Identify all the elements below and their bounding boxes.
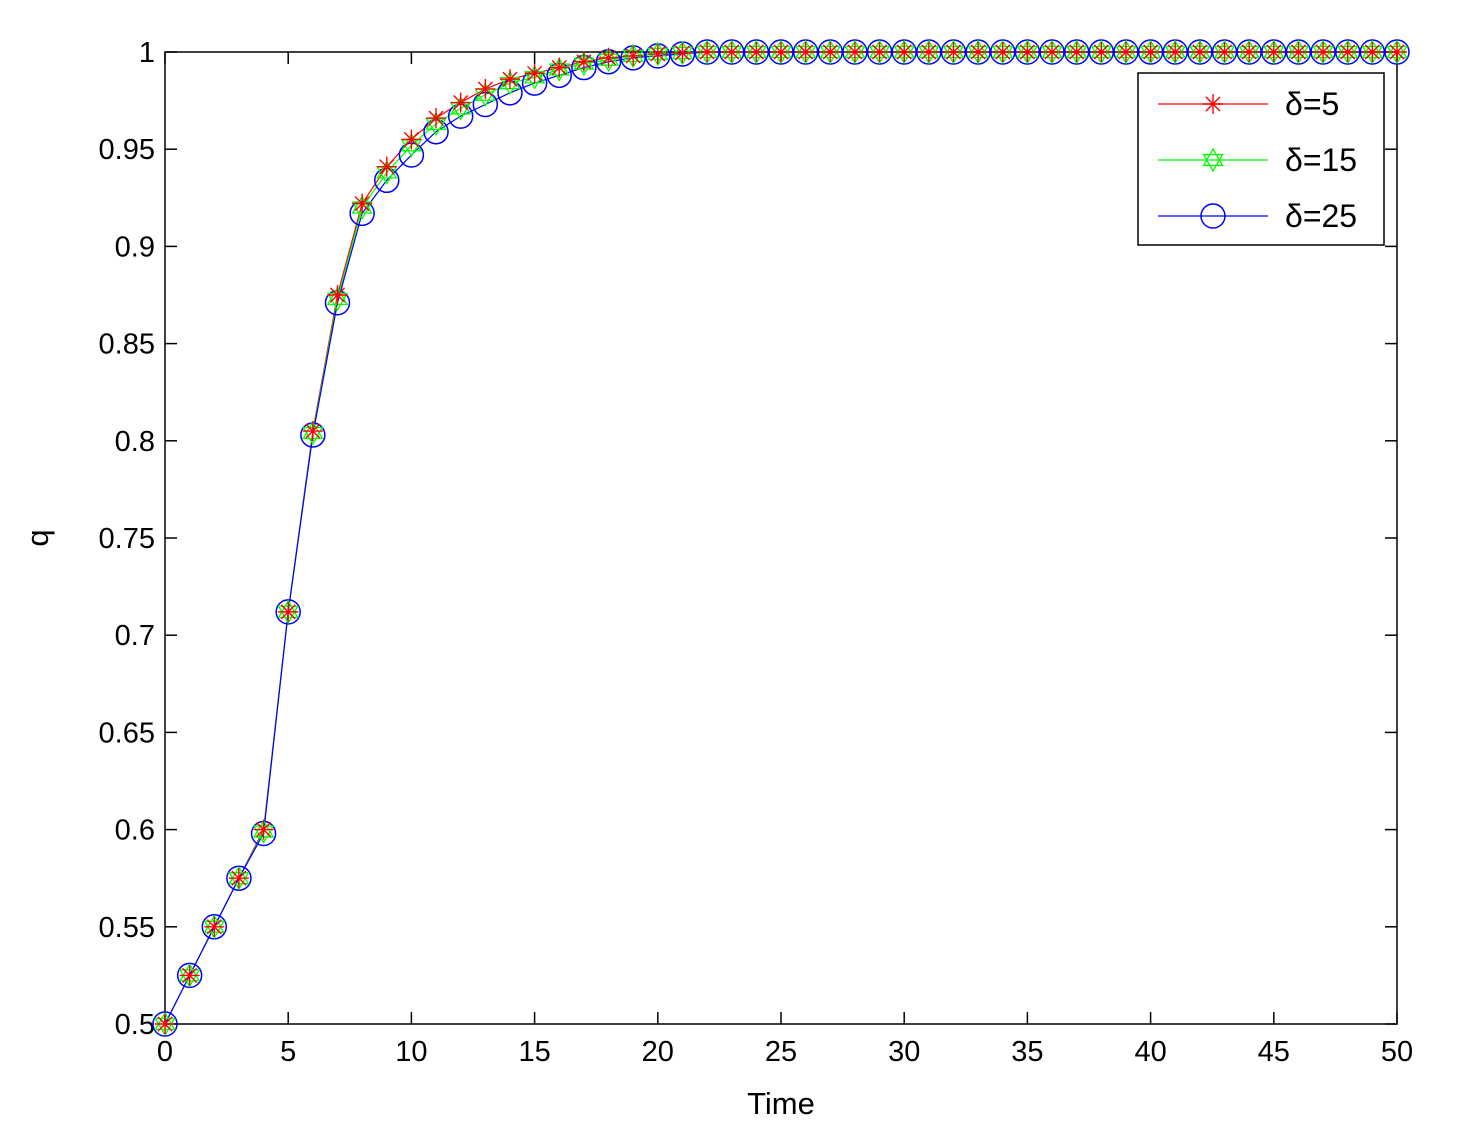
data-point — [1140, 42, 1161, 62]
data-point — [795, 42, 816, 62]
data-point — [1239, 42, 1260, 62]
data-point — [1066, 42, 1087, 62]
data-point — [401, 129, 422, 150]
series-layer — [152, 39, 1410, 1037]
data-point — [918, 42, 939, 62]
x-tick-label: 20 — [642, 1036, 674, 1068]
data-point — [1362, 42, 1383, 62]
data-point — [327, 285, 348, 305]
data-point — [155, 1014, 175, 1034]
data-point — [1165, 42, 1186, 62]
data-point — [376, 156, 397, 177]
data-point — [844, 42, 865, 62]
y-tick-label: 0.65 — [99, 717, 155, 749]
legend-label: δ=25 — [1285, 198, 1357, 234]
y-tick-label: 0.5 — [115, 1009, 155, 1041]
x-tick-label: 40 — [1134, 1036, 1166, 1068]
x-tick-label: 45 — [1258, 1036, 1290, 1068]
legend-label: δ=5 — [1285, 86, 1339, 122]
legend-item-1: δ=5 — [1158, 86, 1339, 122]
x-axis-label: Time — [747, 1086, 815, 1121]
axis-ticks: 0 5 10 15 20 25 30 35 40 45 50 0.5 0.55 0.6 0.65 0.7 0.7… — [99, 37, 1414, 1068]
data-point — [352, 193, 373, 214]
x-tick-label: 0 — [157, 1036, 173, 1068]
data-point — [647, 43, 668, 64]
legend-item-2: δ=15 — [1158, 142, 1357, 178]
x-tick-label: 30 — [888, 1036, 920, 1068]
legend-item-3: δ=25 — [1158, 198, 1357, 234]
data-point — [1189, 42, 1210, 62]
data-point — [1214, 42, 1235, 62]
data-point — [499, 69, 520, 90]
data-point — [894, 42, 915, 62]
data-point — [1337, 42, 1358, 62]
data-point — [968, 42, 989, 62]
data-point — [549, 57, 570, 78]
x-tick-label: 5 — [280, 1036, 296, 1068]
data-point — [623, 45, 644, 66]
data-point — [598, 47, 619, 68]
y-axis-label: q — [20, 529, 55, 546]
data-point — [746, 42, 767, 62]
x-tick-label: 25 — [765, 1036, 797, 1068]
data-point — [278, 601, 299, 622]
legend-marker — [1200, 203, 1226, 229]
data-point — [450, 92, 471, 113]
data-point — [1387, 42, 1407, 62]
legend-marker — [1202, 147, 1224, 173]
series-markers-1 — [155, 42, 1407, 1034]
data-point — [992, 42, 1013, 62]
data-point — [253, 819, 274, 840]
y-tick-label: 0.95 — [99, 134, 155, 166]
data-point — [1313, 42, 1334, 62]
data-point — [475, 78, 496, 99]
y-tick-label: 0.7 — [115, 620, 155, 652]
data-point — [1288, 42, 1309, 62]
data-point — [869, 42, 890, 62]
data-point — [771, 42, 791, 62]
data-point — [1115, 42, 1136, 62]
y-tick-label: 0.6 — [115, 815, 155, 847]
data-point — [524, 63, 545, 84]
legend-marker — [1203, 94, 1223, 114]
legend-items: δ=5 δ=15 δ=25 — [1158, 86, 1357, 234]
data-point — [573, 51, 594, 72]
y-tick-label: 1 — [139, 37, 155, 69]
data-point — [721, 42, 742, 62]
data-point — [697, 42, 718, 62]
x-tick-label: 10 — [395, 1036, 427, 1068]
data-point — [179, 965, 200, 986]
y-tick-label: 0.9 — [115, 231, 155, 263]
y-tick-label: 0.8 — [115, 426, 155, 458]
data-point — [1263, 42, 1284, 62]
legend: δ=5 δ=15 δ=25 — [1137, 72, 1385, 246]
data-point — [1042, 42, 1063, 62]
x-tick-label: 50 — [1381, 1036, 1413, 1068]
y-tick-label: 0.55 — [99, 912, 155, 944]
data-point — [943, 42, 964, 62]
x-tick-label: 35 — [1011, 1036, 1043, 1068]
data-point — [820, 42, 841, 62]
data-point — [672, 42, 693, 63]
data-point — [302, 421, 323, 442]
legend-label: δ=15 — [1285, 142, 1357, 178]
y-tick-label: 0.75 — [99, 523, 155, 555]
data-point — [1017, 42, 1038, 62]
data-point — [426, 108, 447, 129]
y-tick-label: 0.85 — [99, 329, 155, 361]
x-tick-label: 15 — [518, 1036, 550, 1068]
data-point — [1091, 42, 1112, 62]
data-point — [228, 868, 249, 889]
data-point — [204, 916, 225, 937]
